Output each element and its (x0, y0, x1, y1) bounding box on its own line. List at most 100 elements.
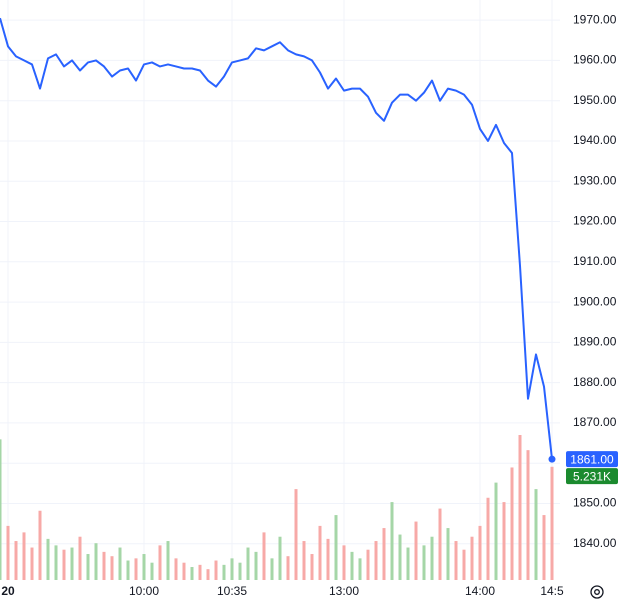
volume-bar (446, 528, 450, 580)
volume-bar (166, 541, 170, 580)
volume-bar (46, 538, 50, 580)
volume-bar (198, 564, 202, 580)
volume-bar (78, 536, 82, 580)
x-tick-label: 20 (1, 584, 15, 598)
volume-bar (430, 536, 434, 580)
volume-bar (150, 562, 154, 580)
y-tick-label: 1950.00 (573, 93, 617, 107)
volume-bar (214, 560, 218, 580)
volume-bar (30, 547, 34, 580)
volume-bar (494, 482, 498, 580)
last-volume-label: 5.231K (573, 469, 611, 483)
price-line (0, 17, 553, 460)
volume-bar (38, 510, 42, 580)
y-tick-label: 1870.00 (573, 415, 617, 429)
y-tick-label: 1890.00 (573, 335, 617, 349)
volume-bar (382, 528, 386, 580)
volume-bar (158, 545, 162, 580)
labels: 1840.001850.001860.001870.001880.001890.… (1, 12, 618, 598)
y-tick-label: 1960.00 (573, 53, 617, 67)
y-tick-label: 1970.00 (573, 12, 617, 26)
volume-bar (294, 489, 298, 580)
volume-bar (470, 536, 474, 580)
volume-bar (366, 549, 370, 580)
volume-bar (70, 547, 74, 580)
volume-bar (486, 497, 490, 580)
last-price-dot (548, 455, 556, 463)
volume-bar (230, 558, 234, 580)
y-tick-label: 1900.00 (573, 294, 617, 308)
volume-bar (318, 525, 322, 580)
last-price-label: 1861.00 (570, 452, 614, 466)
volume-bar (334, 515, 338, 580)
volume-bar (518, 435, 522, 580)
grid (0, 0, 560, 580)
volume-bar (406, 547, 410, 580)
x-tick-label: 13:00 (329, 584, 359, 598)
volume-bar (550, 466, 554, 580)
volume-bar (182, 562, 186, 580)
volume-bar (310, 554, 314, 580)
volume-bar (326, 538, 330, 580)
volume-bar (414, 521, 418, 580)
volume-bar (246, 547, 250, 580)
volume-bar (134, 558, 138, 580)
volume-bar (6, 525, 10, 580)
volume (0, 435, 554, 580)
x-tick-label: 14:00 (465, 584, 495, 598)
y-tick-label: 1880.00 (573, 375, 617, 389)
x-tick-label: 10:35 (217, 584, 247, 598)
volume-bar (126, 560, 130, 580)
volume-bar (542, 515, 546, 580)
volume-bar (478, 525, 482, 580)
volume-bar (206, 569, 210, 580)
volume-bar (270, 558, 274, 580)
volume-bar (190, 567, 194, 580)
volume-bar (350, 551, 354, 580)
volume-bar (422, 545, 426, 580)
volume-bar (534, 489, 538, 580)
volume-bar (262, 532, 266, 580)
volume-bar (238, 562, 242, 580)
price (0, 17, 556, 463)
gear-center[interactable] (594, 589, 600, 595)
volume-bar (358, 558, 362, 580)
volume-bar (22, 532, 26, 580)
volume-bar (0, 439, 2, 580)
volume-bar (14, 541, 18, 580)
y-tick-label: 1850.00 (573, 496, 617, 510)
volume-bar (94, 543, 98, 580)
volume-bar (286, 556, 290, 580)
volume-bar (398, 534, 402, 580)
volume-bar (438, 508, 442, 580)
volume-bar (142, 554, 146, 580)
y-tick-label: 1840.00 (573, 536, 617, 550)
volume-bar (102, 551, 106, 580)
volume-bar (454, 541, 458, 580)
last-price-box (566, 451, 618, 468)
volume-bar (302, 541, 306, 580)
x-tick-label: 14:5 (540, 584, 564, 598)
volume-bar (526, 450, 530, 580)
volume-bar (342, 545, 346, 580)
y-tick-label: 1940.00 (573, 133, 617, 147)
volume-bar (390, 502, 394, 580)
gear-icon[interactable] (590, 585, 604, 599)
volume-bar (118, 547, 122, 580)
volume-bar (62, 549, 66, 580)
y-tick-label: 1910.00 (573, 254, 617, 268)
volume-bar (254, 551, 258, 580)
x-tick-label: 10:00 (129, 584, 159, 598)
volume-bar (462, 549, 466, 580)
volume-bar (278, 536, 282, 580)
last-volume-box (566, 468, 618, 485)
y-tick-label: 1920.00 (573, 214, 617, 228)
volume-bar (174, 558, 178, 580)
settings-button[interactable] (590, 585, 604, 599)
volume-bar (86, 554, 90, 580)
volume-bar (110, 556, 114, 580)
volume-bar (502, 502, 506, 580)
volume-bar (222, 564, 226, 580)
volume-bar (510, 467, 514, 580)
